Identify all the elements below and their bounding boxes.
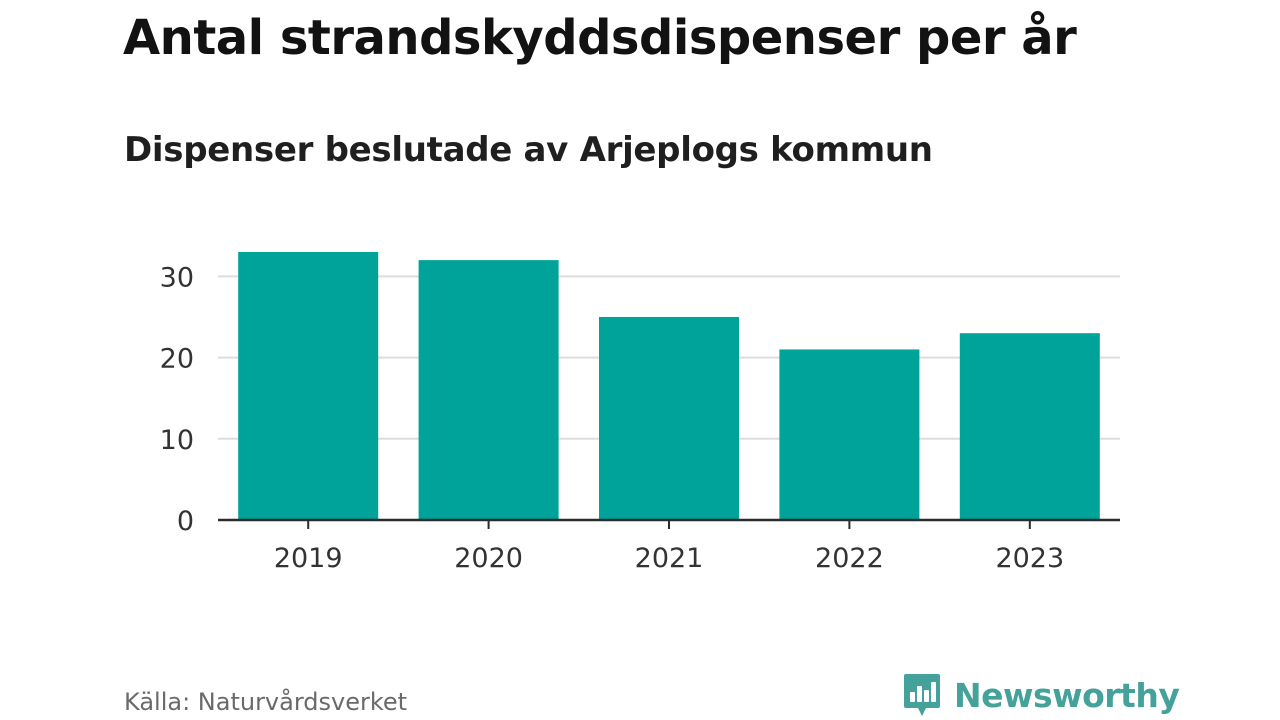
x-axis-ticks: 2019 2020 2021 2022 2023 [274,520,1064,574]
y-tick-label: 10 [160,425,194,456]
x-tick-label: 2022 [815,543,884,574]
y-axis-ticks: 0 10 20 30 [160,262,194,537]
bar-2021 [599,316,739,520]
source-note: Källa: Naturvårdsverket [124,688,408,716]
y-tick-label: 20 [160,344,194,375]
bar-2023 [959,333,1100,520]
brand-name: Newsworthy [954,675,1180,715]
y-tick-label: 30 [160,262,194,293]
x-tick-label: 2021 [635,543,704,574]
bar-2020 [418,260,559,520]
bar-2019 [238,252,379,520]
x-tick-label: 2019 [274,543,343,574]
x-tick-label: 2023 [995,543,1064,574]
x-tick-label: 2020 [454,543,523,574]
bar-chart: 0 10 20 30 2019 2020 2021 2022 2023 [160,252,1120,574]
newsworthy-logo-icon [904,674,940,716]
bar-2022 [779,349,920,520]
bars [238,252,1100,520]
brand: Newsworthy [902,670,1180,720]
chart-subtitle: Dispenser beslutade av Arjeplogs kommun [124,130,933,170]
chart-title: Antal strandskyddsdispenser per år [123,10,1077,66]
y-tick-label: 0 [177,506,194,537]
